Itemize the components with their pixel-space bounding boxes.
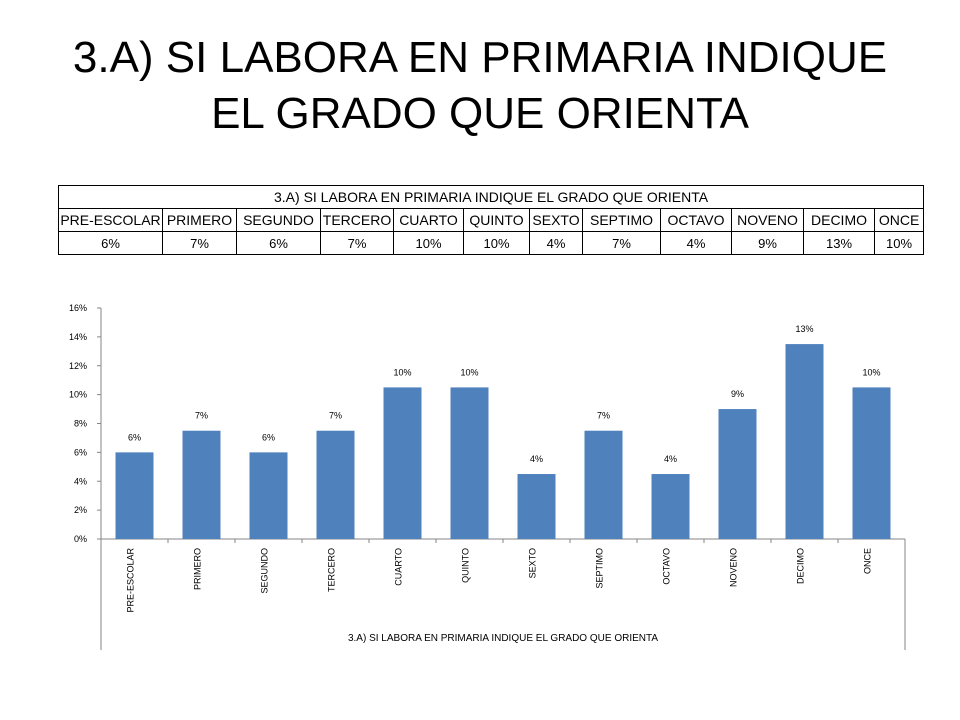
table-column-header: OCTAVO [660,208,732,232]
x-category-label: SEPTIMO [595,548,605,589]
y-tick-label: 6% [74,447,87,457]
table-column-header: ONCE [873,208,925,232]
y-tick-label: 10% [69,390,87,400]
bar [450,387,489,539]
data-label: 13% [795,324,813,334]
data-label: 4% [530,454,543,464]
data-label: 6% [128,432,141,442]
slide-title-line-1: 3.A) SI LABORA EN PRIMARIA INDIQUE [72,33,888,82]
y-tick-label: 14% [69,332,87,342]
y-tick-label: 0% [74,534,87,544]
table-column-header: NOVENO [731,208,804,232]
data-label: 7% [597,411,610,421]
data-label: 7% [329,411,342,421]
table-column-header: SEPTIMO [582,208,661,232]
bar [584,430,623,539]
table-value-cell: 10% [393,231,464,255]
data-label: 10% [393,367,411,377]
slide-title-line-2: EL GRADO QUE ORIENTA [211,89,749,138]
x-category-label: OCTAVO [662,548,672,585]
x-category-label: CUARTO [394,548,404,586]
bar [316,430,355,539]
table-value-cell: 7% [582,231,661,255]
data-label: 9% [731,389,744,399]
data-label: 10% [862,367,880,377]
y-tick-label: 4% [74,476,87,486]
x-category-label: ONCE [863,548,873,574]
table-value-cell: 6% [236,231,321,255]
bar [785,344,824,539]
x-axis-title: 3.A) SI LABORA EN PRIMARIA INDIQUE EL GR… [348,633,658,644]
x-category-label: SEGUNDO [260,548,270,594]
slide-title: 3.A) SI LABORA EN PRIMARIA INDIQUE EL GR… [40,30,920,142]
bar [718,409,757,539]
x-category-label: SEXTO [528,548,538,578]
table-column-header: SEXTO [529,208,583,232]
x-category-label: TERCERO [327,548,337,592]
table-value-cell: 4% [529,231,583,255]
x-category-label: DECIMO [796,548,806,584]
table-column-row: PRE-ESCOLAR PRIMERO SEGUNDO TERCERO CUARTO QU… [58,208,925,232]
bar [651,474,690,539]
y-tick-label: 8% [74,419,87,429]
table-value-cell: 7% [162,231,237,255]
bar [249,452,288,539]
x-category-label: QUINTO [461,548,471,583]
bar [852,387,891,539]
table-value-cell: 10% [873,231,925,255]
table-column-header: QUINTO [463,208,530,232]
x-category-label: PRIMERO [193,548,203,590]
table-value-cell: 6% [58,231,163,255]
table-header: 3.A) SI LABORA EN PRIMARIA INDIQUE EL GR… [57,185,925,209]
y-tick-label: 12% [69,361,87,371]
data-label: 6% [262,432,275,442]
y-tick-label: 16% [69,303,87,313]
table-column-header: CUARTO [393,208,464,232]
bar [383,387,422,539]
bar [517,474,556,539]
table-column-header: PRIMERO [162,208,237,232]
table-value-cell: 7% [320,231,394,255]
x-category-label: NOVENO [729,548,739,587]
table-value-cell: 10% [463,231,530,255]
y-tick-label: 2% [74,505,87,515]
data-table: 3.A) SI LABORA EN PRIMARIA INDIQUE EL GR… [57,185,925,255]
bar [115,452,154,539]
bar [182,430,221,539]
data-label: 4% [664,454,677,464]
data-label: 10% [460,367,478,377]
table-value-row: 6% 7% 6% 7% 10% 10% 4% 7% 4% 9% 13% 10% [58,231,925,255]
x-category-label: PRE-ESCOLAR [126,548,136,613]
table-value-cell: 13% [803,231,875,255]
data-label: 7% [195,411,208,421]
